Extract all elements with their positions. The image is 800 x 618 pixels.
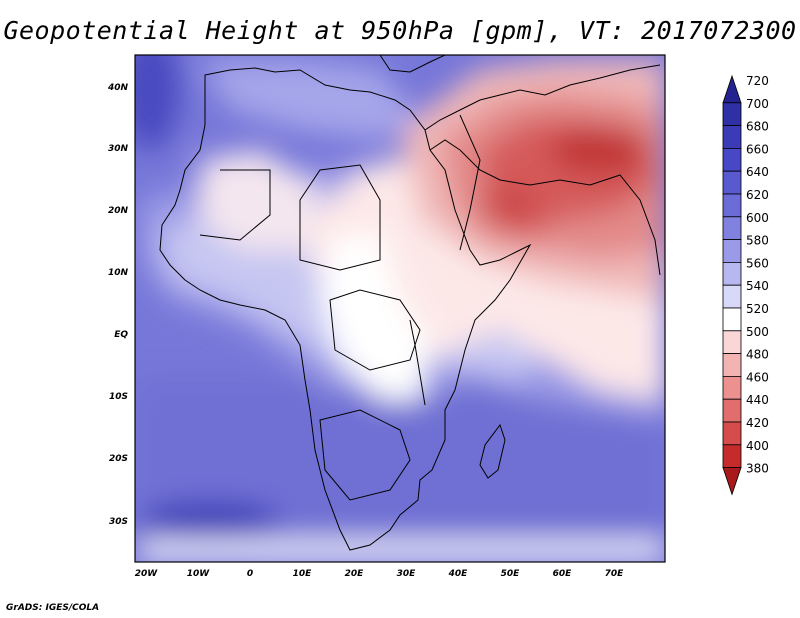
colorbar-swatch bbox=[722, 421, 742, 446]
colorbar-swatch bbox=[722, 284, 742, 309]
colorbar-label: 540 bbox=[746, 279, 769, 293]
colorbar-swatch bbox=[722, 216, 742, 241]
colorbar-label: 500 bbox=[746, 325, 769, 339]
map-frame bbox=[134, 54, 666, 563]
lat-tick-label: 20N bbox=[108, 206, 129, 216]
lat-tick-label: 10N bbox=[108, 268, 129, 278]
lon-tick-label: 10W bbox=[187, 569, 211, 579]
coastlines bbox=[159, 55, 661, 551]
lat-tick-label: 30N bbox=[108, 144, 129, 154]
lat-tick-label: 30S bbox=[109, 517, 128, 527]
colorbar-swatch bbox=[722, 330, 742, 354]
colorbar-label: 620 bbox=[746, 188, 769, 202]
height-field bbox=[135, 55, 665, 562]
colorbar-swatch bbox=[722, 193, 742, 218]
colorbar-swatch bbox=[722, 74, 742, 104]
colorbar-label: 440 bbox=[746, 393, 769, 407]
lon-tick-label: 10E bbox=[293, 569, 313, 579]
colorbar-label: 560 bbox=[746, 256, 769, 270]
colorbar-label: 580 bbox=[746, 234, 769, 248]
lon-tick-label: 20E bbox=[345, 569, 365, 579]
colorbar-swatch bbox=[722, 353, 742, 377]
lon-tick-label: 30E bbox=[397, 569, 417, 579]
lon-tick-label: 70E bbox=[605, 569, 625, 579]
colorbar-swatch bbox=[722, 170, 742, 195]
lat-axis: 40N 30N 20N 10N EQ 10S 20S 30S bbox=[107, 83, 129, 527]
lon-tick-label: 60E bbox=[553, 569, 573, 579]
colorbar-label: 380 bbox=[746, 462, 769, 476]
colorbar: 720 700 680 660 640 620 600 580 560 540 520 500 480 4… bbox=[722, 74, 769, 496]
lon-tick-label: 40E bbox=[448, 569, 469, 579]
colorbar-label: 420 bbox=[746, 416, 769, 430]
lat-tick-label: 10S bbox=[109, 392, 128, 402]
map-title: Geopotential Height at 950hPa [gpm], VT:… bbox=[3, 16, 797, 45]
colorbar-swatch bbox=[722, 307, 742, 332]
lat-tick-label: 40N bbox=[107, 83, 129, 93]
colorbar-swatch bbox=[722, 398, 742, 423]
lat-tick-label: 20S bbox=[109, 454, 128, 464]
lon-tick-label: 0 bbox=[247, 569, 253, 579]
colorbar-label: 460 bbox=[746, 370, 769, 384]
colorbar-swatch bbox=[722, 102, 742, 127]
colorbar-label: 400 bbox=[746, 439, 769, 453]
lat-tick-label: EQ bbox=[114, 330, 128, 340]
colorbar-swatch bbox=[722, 444, 742, 468]
colorbar-label: 640 bbox=[746, 165, 769, 179]
colorbar-label: 660 bbox=[746, 142, 769, 156]
lon-tick-label: 50E bbox=[501, 569, 521, 579]
colorbar-label: 700 bbox=[746, 97, 769, 111]
lon-tick-label: 20W bbox=[135, 569, 159, 579]
colorbar-swatch bbox=[722, 375, 742, 400]
colorbar-swatch bbox=[722, 147, 742, 172]
colorbar-label: 520 bbox=[746, 302, 769, 316]
colorbar-label: 480 bbox=[746, 348, 769, 362]
lon-axis: 20W 10W 0 10E 20E 30E 40E 50E 60E 70E bbox=[135, 569, 624, 579]
colorbar-swatch bbox=[722, 239, 742, 263]
colorbar-swatch bbox=[722, 125, 742, 149]
colorbar-label: 680 bbox=[746, 120, 769, 134]
credit-label: GrADS: IGES/COLA bbox=[6, 603, 100, 613]
colorbar-label: 720 bbox=[746, 74, 769, 88]
colorbar-swatch bbox=[722, 261, 742, 286]
colorbar-label: 600 bbox=[746, 211, 769, 225]
colorbar-swatch bbox=[722, 467, 742, 496]
